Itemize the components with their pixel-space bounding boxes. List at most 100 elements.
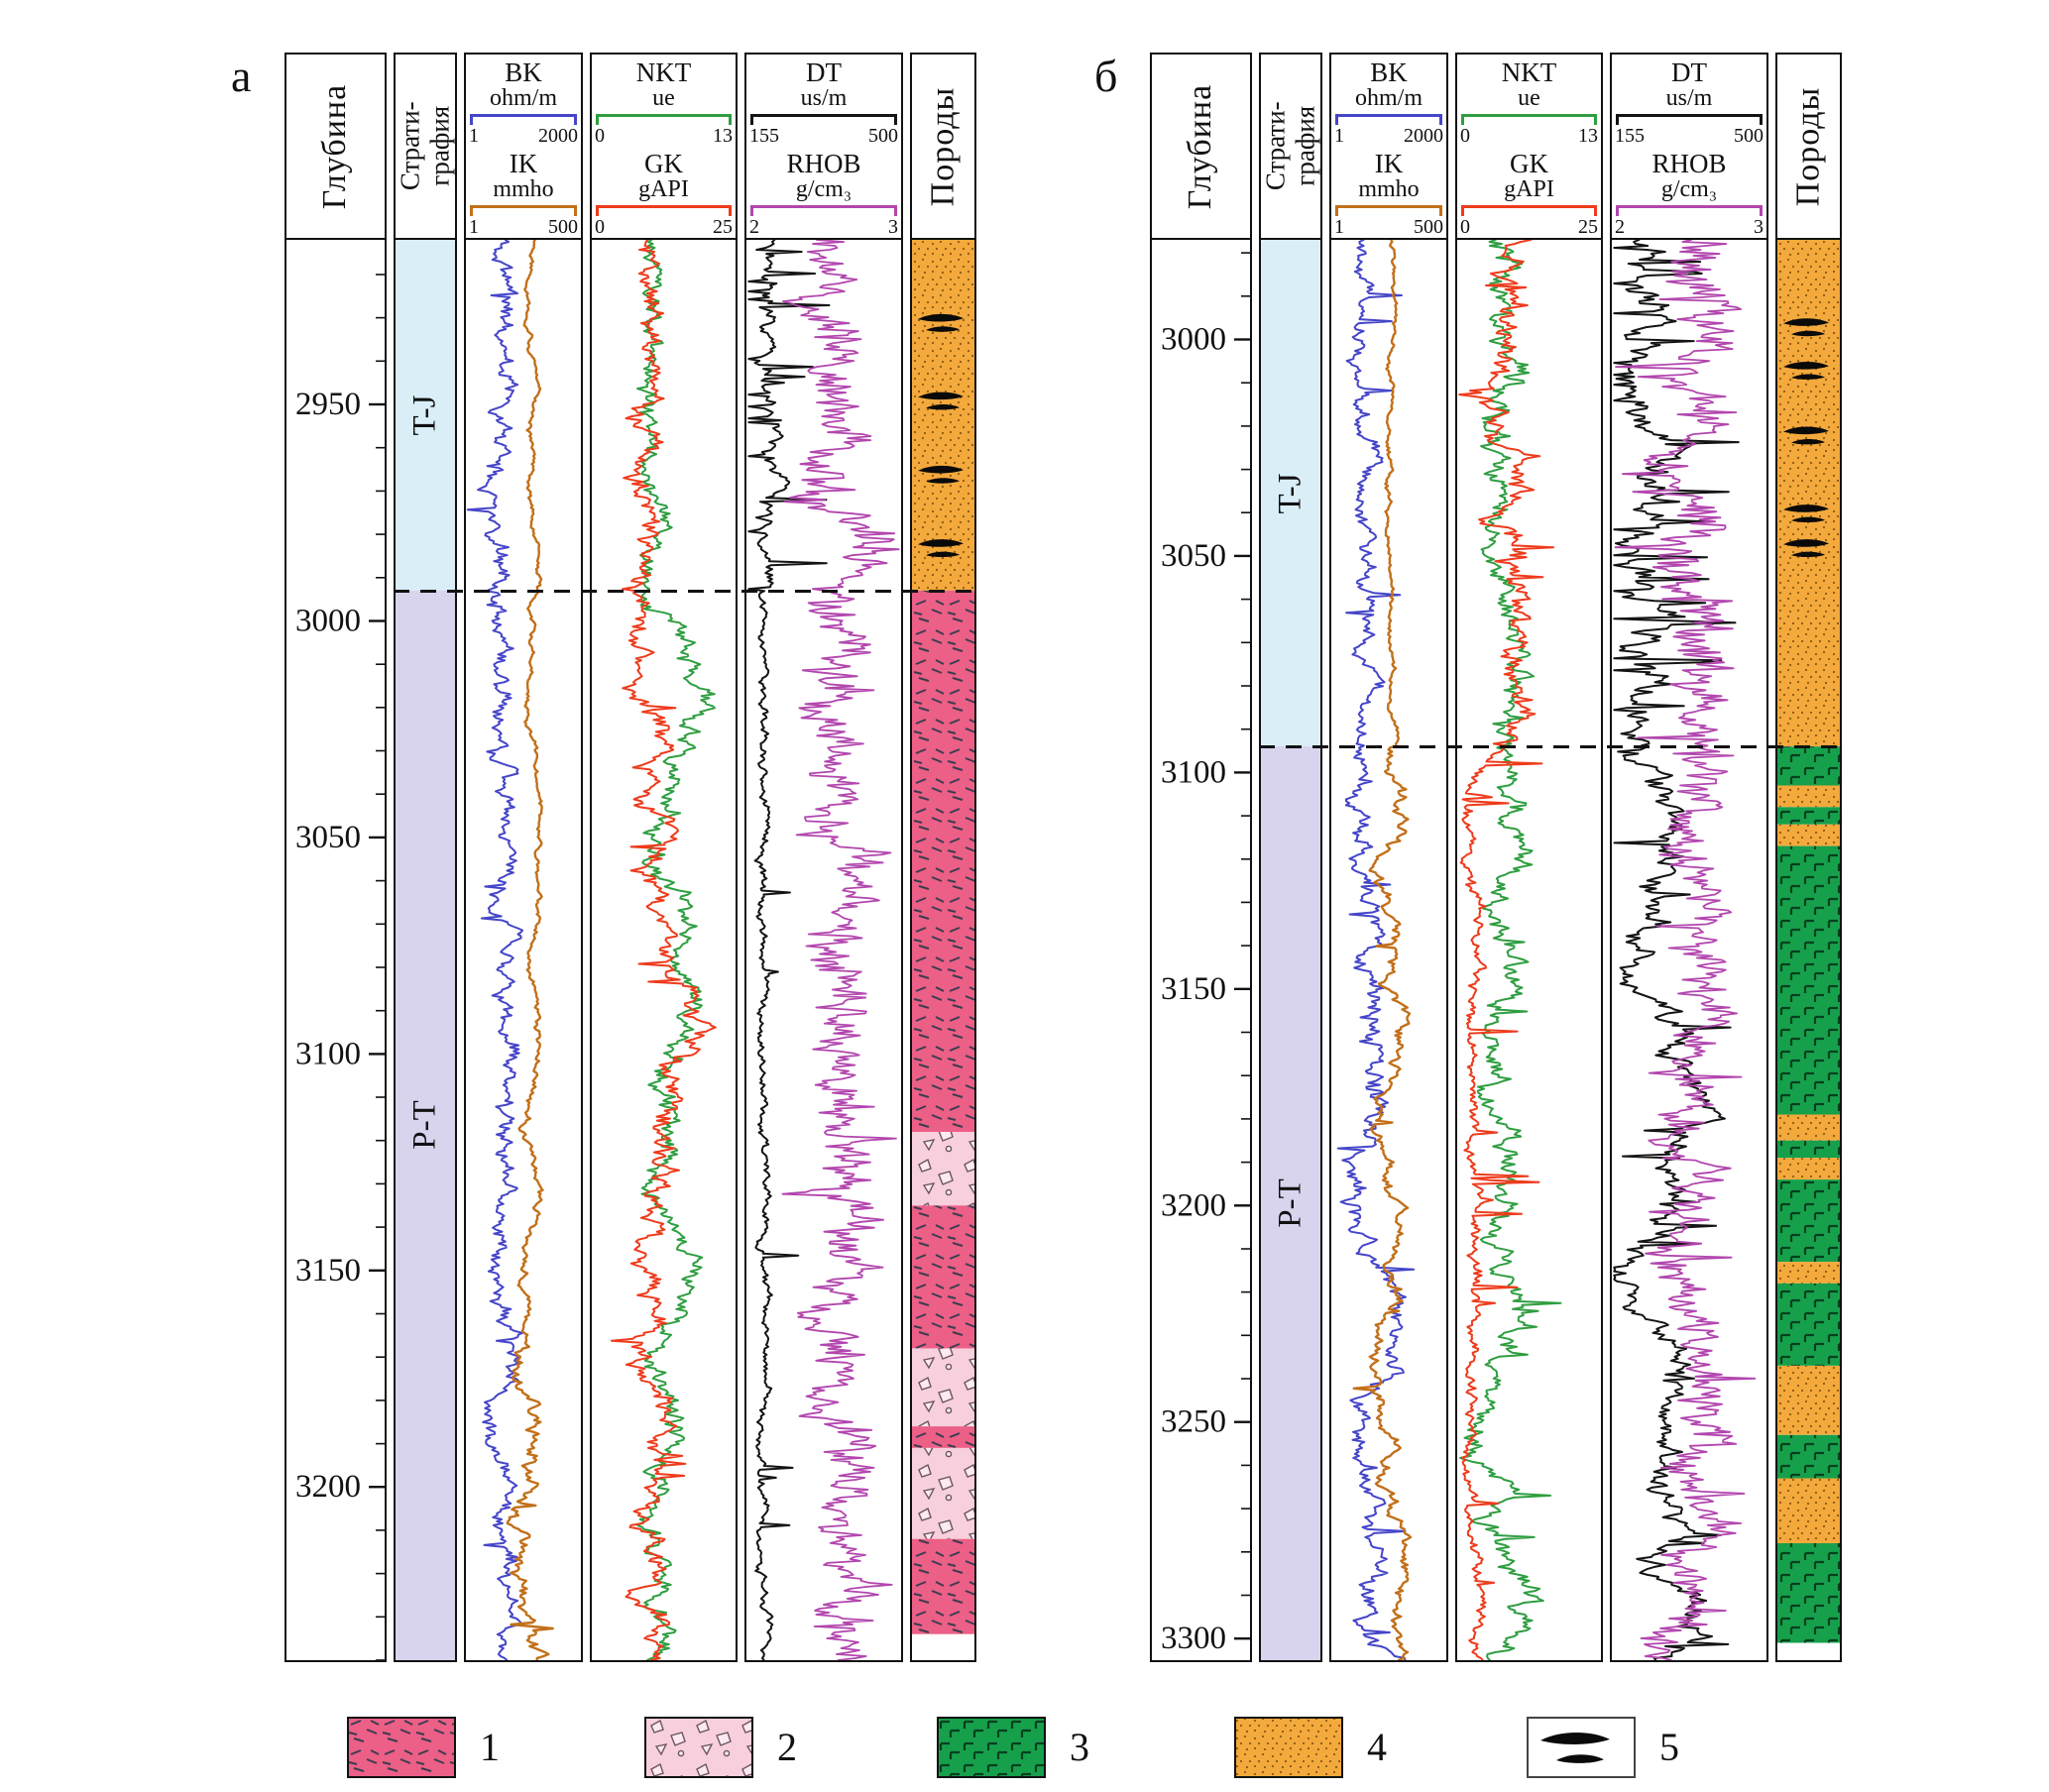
curve-unit: ohm/m	[1354, 85, 1423, 111]
scale-line-bk	[470, 114, 577, 125]
lithology-column: Породы	[1775, 53, 1842, 1662]
scale-line-nkt	[596, 114, 732, 125]
legend-number-1: 1	[480, 1725, 500, 1769]
curve-unit: ue	[652, 85, 675, 111]
curve-track-1-header: NKT ue 0 13 GK gAPI 0 25	[592, 55, 736, 240]
curve-name: BK	[505, 57, 542, 87]
scale-max: 500	[868, 125, 898, 147]
lith-interval-pattern-4	[912, 240, 974, 591]
lithology-column-title-text: Породы	[1789, 86, 1827, 206]
curve-rhob	[1614, 240, 1757, 1660]
curve-unit: ue	[1518, 85, 1540, 111]
curve-plot-0	[466, 240, 554, 1660]
lith-interval-pattern-4	[1777, 1158, 1840, 1179]
track-header-gk: GK gAPI 0 25	[592, 146, 736, 237]
scale-min: 1	[469, 125, 479, 147]
scale-range: 0 13	[592, 126, 736, 146]
legend-item-3: 3	[937, 1717, 1089, 1778]
black-lens	[926, 326, 960, 332]
curve-dt	[1613, 240, 1740, 1660]
legend-swatch-sandstone-orange-dots	[1234, 1717, 1343, 1778]
curve-name: NKT	[635, 57, 692, 87]
curve-track-2-body	[1612, 240, 1766, 1660]
scale-min: 1	[1334, 125, 1344, 147]
scale-min: 1	[1334, 216, 1344, 238]
depth-column-title-text: Глубина	[1182, 83, 1219, 209]
curve-unit: g/cm₃	[795, 176, 853, 202]
scale-line-dt	[750, 114, 897, 125]
scale-min: 155	[749, 125, 779, 147]
curve-track-1-body	[1457, 240, 1601, 1660]
lith-interval-pattern-4	[1777, 785, 1840, 808]
lith-interval-pattern-3	[1777, 807, 1840, 825]
depth-label: 3200	[295, 1469, 361, 1505]
black-lens	[926, 478, 960, 484]
track-header-nkt: NKT ue 0 13	[1457, 55, 1601, 146]
lith-interval-pattern-3	[1777, 1434, 1840, 1479]
lith-interval-pattern-2	[912, 1132, 974, 1206]
curve-plot-0	[1336, 240, 1416, 1660]
curve-track-2-body	[746, 240, 901, 1660]
scale-min: 0	[1460, 125, 1470, 147]
curve-track-1-header: NKT ue 0 13 GK gAPI 0 25	[1457, 55, 1601, 240]
lith-interval-pattern-1	[912, 1426, 974, 1448]
curve-track-1: NKT ue 0 13 GK gAPI 0 25	[590, 53, 738, 1662]
curve-bk	[466, 240, 523, 1660]
curve-name: DT	[1671, 57, 1707, 87]
scale-line-gk	[1461, 205, 1597, 216]
lith-interval-pattern-0	[912, 1633, 974, 1660]
depth-label: 3050	[295, 820, 361, 855]
black-lens	[1783, 361, 1829, 370]
lithology-column-body	[912, 240, 974, 1660]
track-header-ik: IK mmho 1 500	[466, 146, 581, 237]
lith-interval-pattern-3	[1777, 1179, 1840, 1263]
depth-label: 3000	[295, 604, 361, 639]
black-lens	[1791, 551, 1825, 558]
curve-nkt	[636, 240, 716, 1660]
scale-max: 2000	[1404, 125, 1443, 147]
depth-column: Глубина 3000 3050 3100 3150 3200 3250 3300	[1150, 53, 1252, 1662]
scale-range: 155 500	[1612, 126, 1766, 146]
curve-unit: mmho	[1358, 176, 1420, 202]
depth-label: 3000	[1161, 322, 1226, 358]
depth-column-title-text: Глубина	[316, 83, 354, 209]
lith-interval-pattern-3	[1777, 845, 1840, 1115]
lithology-column-title: Породы	[912, 55, 974, 238]
depth-column: Глубина 2950 3000 3050 3100 3150 3200	[285, 53, 387, 1662]
scale-line-ik	[470, 205, 577, 216]
scale-line-rhob	[1616, 205, 1763, 216]
curve-unit: mmho	[493, 176, 554, 202]
strat-zone-t-j: T-J	[1261, 240, 1320, 747]
lithology-chart	[1777, 240, 1840, 1660]
scale-line-ik	[1335, 205, 1442, 216]
curve-name: IK	[1374, 149, 1404, 178]
panel-label-a: а	[231, 51, 252, 101]
scale-max: 500	[1734, 125, 1764, 147]
lithology-column-header: Породы	[912, 55, 974, 240]
stratigraphy-column-title: Страти-графия	[396, 55, 455, 238]
black-lens	[1783, 539, 1829, 547]
black-lens	[1783, 504, 1829, 512]
depth-label: 3100	[1161, 754, 1226, 790]
legend-swatch-effusive-pink-dashes	[347, 1717, 456, 1778]
track-header-dt: DT us/m 155 500	[1612, 55, 1766, 146]
stratigraphy-column-body: T-J P-T	[396, 240, 455, 1660]
strat-zone-label: T-J	[406, 394, 443, 436]
scale-min: 0	[595, 216, 605, 238]
lith-interval-pattern-2	[912, 1447, 974, 1539]
curve-dt	[747, 240, 831, 1660]
curve-ik	[506, 240, 554, 1660]
lith-interval-pattern-4	[1777, 1478, 1840, 1543]
scale-max: 13	[713, 125, 733, 147]
depth-column-title: Глубина	[286, 55, 385, 238]
depth-label: 2950	[295, 387, 361, 422]
black-lens	[1791, 438, 1825, 445]
track-header-gk: GK gAPI 0 25	[1457, 146, 1601, 237]
stratigraphy-column-header: Страти-графия	[396, 55, 455, 240]
curve-unit: ohm/m	[489, 85, 557, 111]
lithology-column-body	[1777, 240, 1840, 1660]
scale-range: 0 13	[1457, 126, 1601, 146]
scale-range: 1 2000	[1331, 126, 1446, 146]
track-header-dt: DT us/m 155 500	[746, 55, 901, 146]
